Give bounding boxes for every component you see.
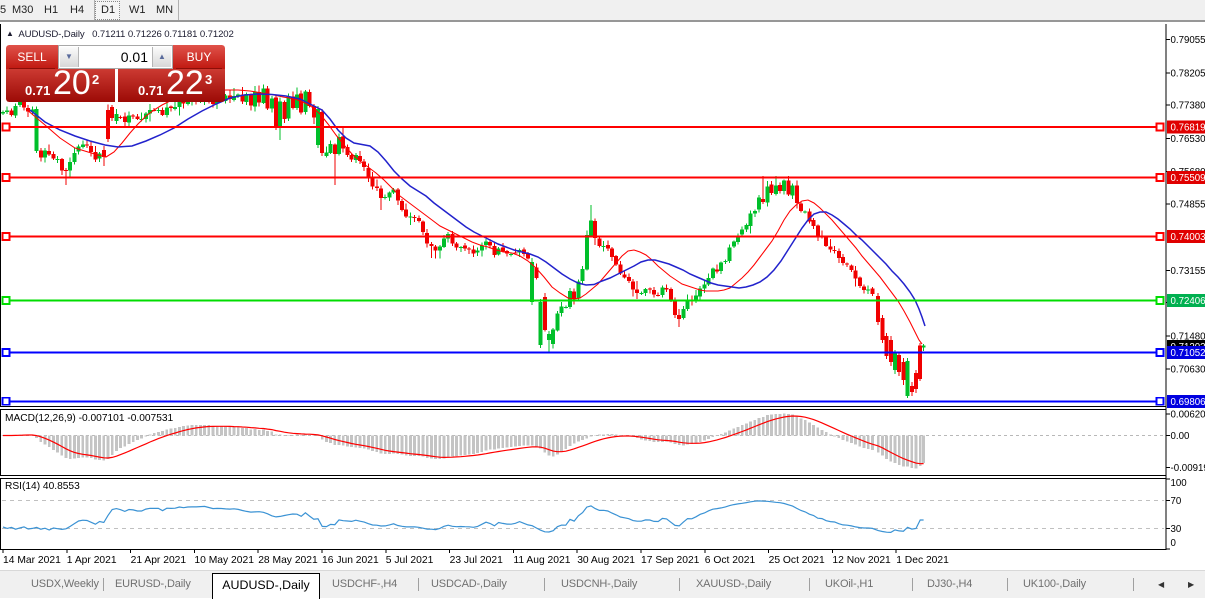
svg-text:0.73155: 0.73155 [1171,266,1205,277]
svg-text:1 Dec 2021: 1 Dec 2021 [896,555,949,566]
svg-text:5 Jul 2021: 5 Jul 2021 [386,555,434,566]
svg-text:100: 100 [1171,478,1188,489]
svg-text:30: 30 [1171,524,1182,535]
svg-text:0.76819: 0.76819 [1171,123,1205,134]
svg-text:-0.00919: -0.00919 [1171,463,1205,474]
svg-text:70: 70 [1171,496,1182,507]
svg-text:0: 0 [1171,538,1177,549]
svg-text:0.75509: 0.75509 [1171,173,1205,184]
svg-text:16 Jun 2021: 16 Jun 2021 [322,555,379,566]
svg-text:0.72406: 0.72406 [1171,296,1205,307]
svg-text:6 Oct 2021: 6 Oct 2021 [705,555,756,566]
svg-text:14 Mar 2021: 14 Mar 2021 [3,555,61,566]
svg-text:11 Aug 2021: 11 Aug 2021 [513,555,570,566]
svg-text:0.74855: 0.74855 [1171,199,1205,210]
svg-text:17 Sep 2021: 17 Sep 2021 [641,555,700,566]
svg-text:MACD(12,26,9) -0.007101 -0.007: MACD(12,26,9) -0.007101 -0.007531 [5,413,174,424]
svg-text:0.69806: 0.69806 [1171,397,1205,408]
svg-text:23 Jul 2021: 23 Jul 2021 [450,555,504,566]
svg-text:0.00: 0.00 [1171,431,1190,442]
svg-text:0.76530: 0.76530 [1171,134,1205,145]
svg-text:12 Nov 2021: 12 Nov 2021 [832,555,891,566]
svg-text:0.74003: 0.74003 [1171,232,1205,243]
svg-text:1 Apr 2021: 1 Apr 2021 [67,555,117,566]
svg-text:10 May 2021: 10 May 2021 [194,555,254,566]
svg-text:0.006201: 0.006201 [1171,410,1205,421]
svg-text:28 May 2021: 28 May 2021 [258,555,318,566]
svg-text:30 Aug 2021: 30 Aug 2021 [577,555,635,566]
svg-text:0.78205: 0.78205 [1171,68,1205,79]
svg-text:RSI(14) 40.8553: RSI(14) 40.8553 [5,481,80,492]
svg-text:0.71052: 0.71052 [1171,348,1205,359]
svg-text:25 Oct 2021: 25 Oct 2021 [769,555,825,566]
svg-text:0.70630: 0.70630 [1171,365,1205,376]
svg-text:21 Apr 2021: 21 Apr 2021 [131,555,187,566]
svg-text:0.79055: 0.79055 [1171,35,1205,46]
svg-text:0.77380: 0.77380 [1171,101,1205,112]
